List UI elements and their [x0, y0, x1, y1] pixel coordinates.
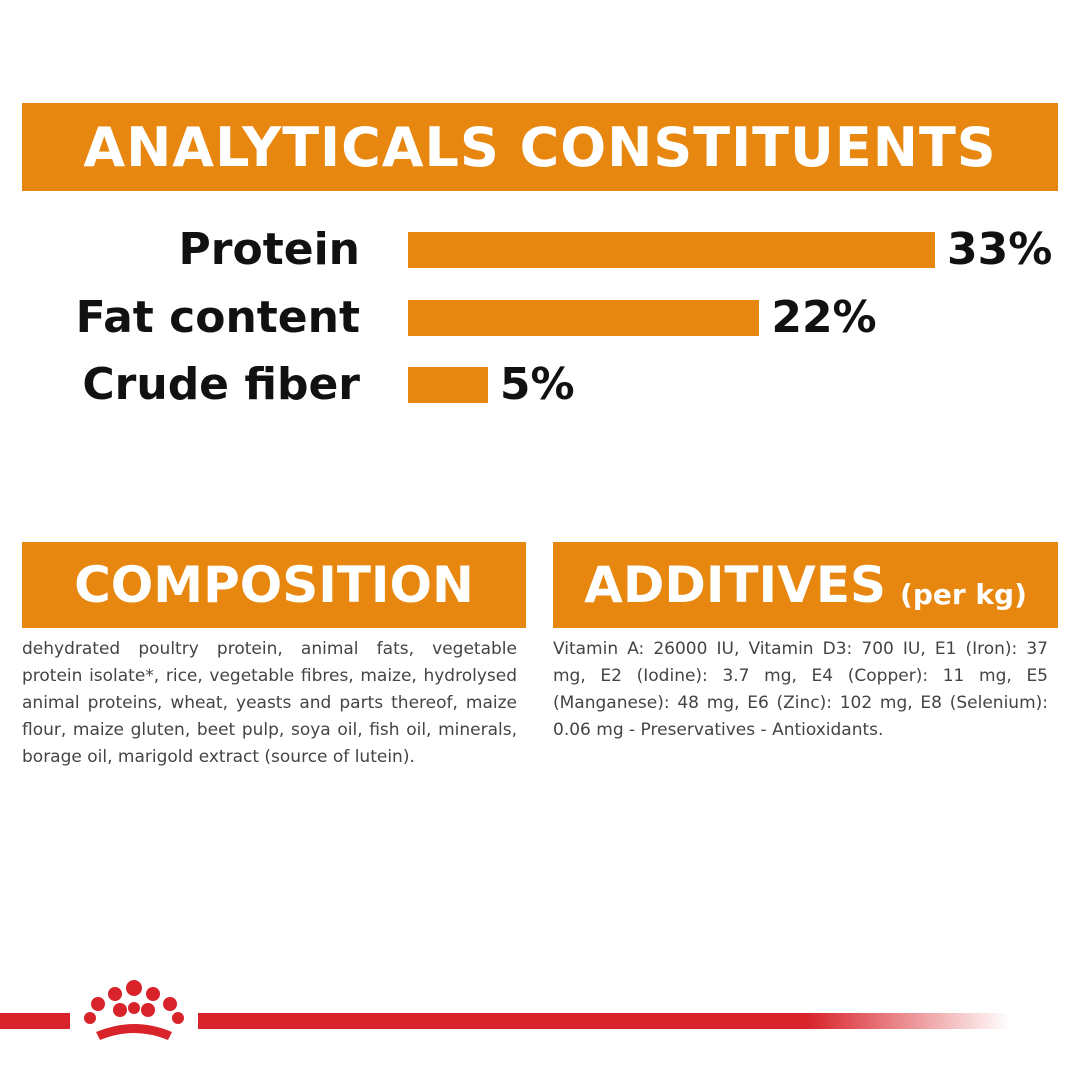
additives-subtitle: (per kg) [900, 577, 1027, 611]
category-label: Fat content [75, 292, 360, 343]
value-label: 5% [499, 359, 575, 410]
composition-title: COMPOSITION [74, 556, 474, 614]
brand-footer [0, 980, 1010, 1040]
footer-line [198, 1013, 1010, 1029]
category-label: Crude fiber [82, 359, 360, 410]
bar-row: Crude fiber 5% [0, 361, 1080, 409]
crown-logo [84, 980, 184, 1040]
bar [408, 300, 760, 336]
bar [408, 367, 488, 403]
category-label: Protein [178, 224, 360, 275]
bar [408, 232, 935, 268]
chart-title: ANALYTICALS CONSTITUENTS [83, 115, 997, 179]
additives-text: Vitamin A: 26000 IU, Vitamin D3: 700 IU,… [553, 639, 1048, 740]
composition-band: COMPOSITION [22, 542, 526, 628]
footer-line [0, 1013, 70, 1029]
bar-row: Fat content 22% [0, 294, 1080, 342]
bar-row: Protein 33% [0, 226, 1080, 274]
composition-text: dehydrated poultry protein, animal fats,… [22, 639, 517, 767]
additives-band: ADDITIVES (per kg) [553, 542, 1058, 628]
additives-title: ADDITIVES [584, 556, 887, 614]
title-band: ANALYTICALS CONSTITUENTS [22, 103, 1058, 191]
value-label: 22% [771, 292, 877, 343]
value-label: 33% [947, 224, 1053, 275]
